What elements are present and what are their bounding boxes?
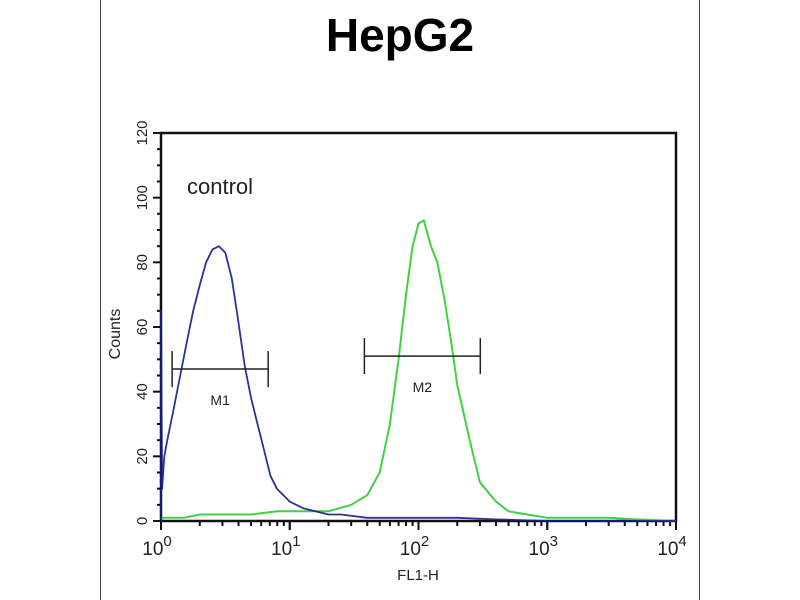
y-tick-label: 20 <box>134 448 151 465</box>
y-tick-label: 40 <box>134 383 151 400</box>
marker-label: M2 <box>413 379 433 395</box>
control-annotation: control <box>187 174 253 199</box>
marker-label: M1 <box>210 392 230 408</box>
y-tick-label: 80 <box>134 254 151 271</box>
y-tick-label: 120 <box>134 120 151 145</box>
histogram-series-1 <box>160 245 676 522</box>
y-tick-label: 0 <box>134 517 151 525</box>
frame-right-border <box>699 0 700 600</box>
y-axis-label: Counts <box>107 309 124 360</box>
x-tick-label: 103 <box>529 533 558 560</box>
chart-title: HepG2 <box>325 9 475 61</box>
x-tick-label: 102 <box>400 533 429 560</box>
frame-left-border <box>100 0 101 600</box>
x-tick-label: 100 <box>142 533 171 560</box>
x-tick-label: 101 <box>271 533 300 560</box>
x-tick-label: 104 <box>657 533 686 560</box>
y-tick-label: 60 <box>134 319 151 336</box>
x-axis-label: FL1-H <box>397 567 439 584</box>
histogram-series-2 <box>161 219 677 522</box>
y-tick-label: 100 <box>134 185 151 210</box>
